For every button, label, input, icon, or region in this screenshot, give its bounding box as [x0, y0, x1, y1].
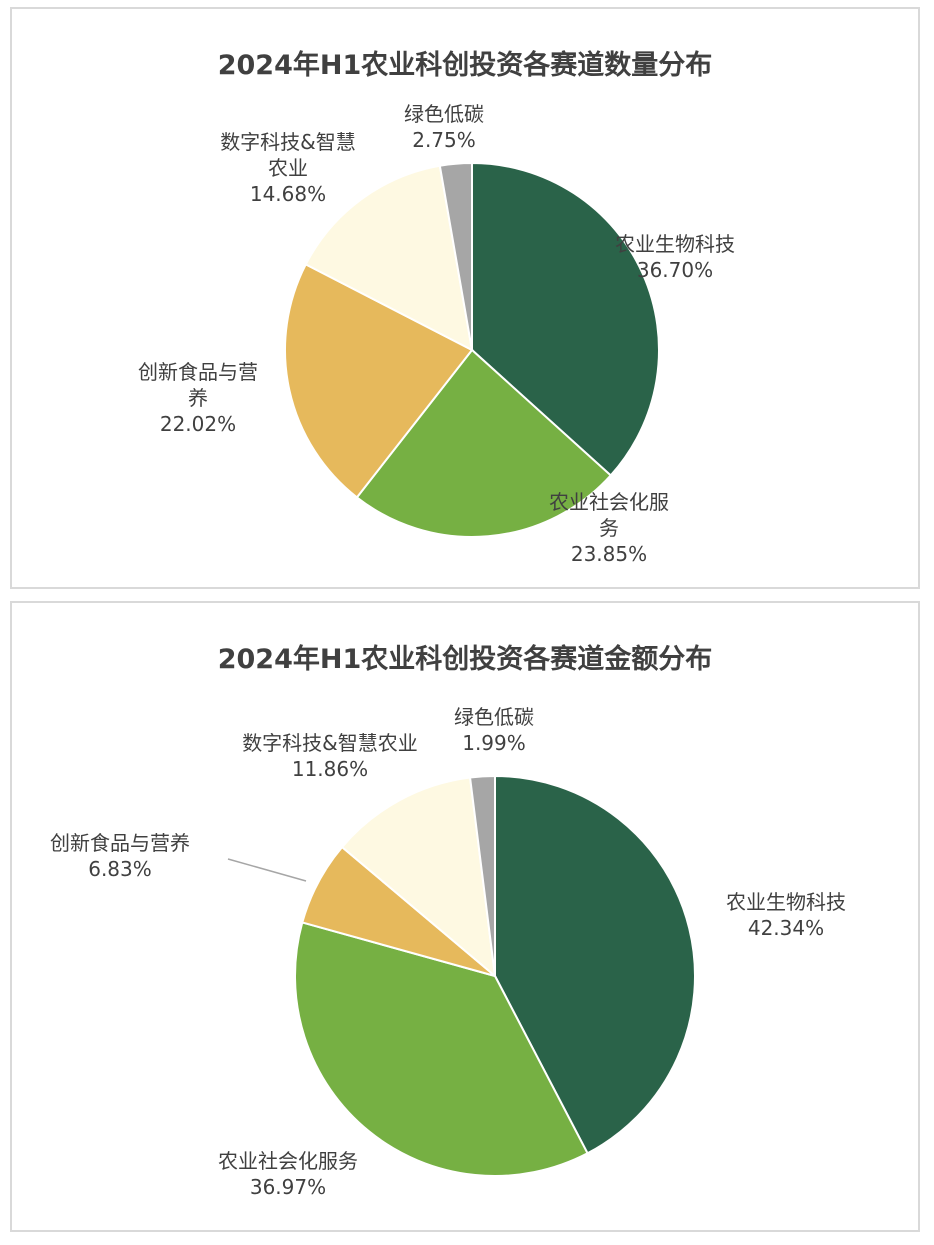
data-label-value: 1.99% — [462, 731, 526, 755]
pie-slice-3 — [304, 164, 474, 352]
data-label-name: 农业社会化服务 — [549, 490, 669, 540]
data-label-name: 数字科技&智慧农业 — [220, 130, 356, 180]
data-label-value: 36.97% — [249, 1175, 327, 1199]
data-label: 农业社会化服务 23.85% — [547, 489, 672, 567]
pie-slice-4 — [438, 161, 473, 351]
data-label-name: 农业社会化服务 — [218, 1149, 358, 1173]
chart-title: 2024年H1农业科创投资各赛道金额分布 — [217, 644, 713, 675]
data-label-name: 创新食品与营养 — [50, 831, 190, 855]
data-label-value: 14.68% — [249, 182, 327, 206]
data-label-value: 42.34% — [747, 916, 825, 940]
chart-panel-count: 2024年H1农业科创投资各赛道数量分布 农业生物科技 36.70% 农业社会化服务… — [10, 7, 920, 589]
data-label: 创新食品与营养 6.83% — [20, 830, 220, 882]
pie-slice-0 — [471, 161, 660, 477]
data-label-name: 创新食品与营养 — [138, 360, 258, 410]
data-label: 创新食品与营养 22.02% — [136, 359, 261, 437]
data-label-value: 23.85% — [570, 542, 648, 566]
data-label-name: 农业生物科技 — [615, 232, 735, 256]
pie-chart-amount — [227, 774, 696, 1177]
data-label-name: 农业生物科技 — [726, 890, 846, 914]
leader-line — [227, 858, 307, 882]
data-label-value: 22.02% — [159, 412, 237, 436]
data-label-value: 2.75% — [412, 128, 476, 152]
data-label: 绿色低碳 2.75% — [394, 101, 494, 153]
pie-slice-2 — [284, 263, 474, 499]
data-label-value: 36.70% — [636, 258, 714, 282]
data-label: 农业生物科技 42.34% — [706, 889, 866, 941]
chart-panel-amount: 2024年H1农业科创投资各赛道金额分布 农业生物科技 42.34% 农业社会化服务… — [10, 601, 920, 1232]
pie-chart-count — [284, 161, 660, 538]
pie-slice-3 — [340, 776, 497, 979]
pie-slice-1 — [294, 921, 589, 1177]
pie-slice-4 — [468, 774, 496, 977]
data-label-value: 6.83% — [88, 857, 152, 881]
data-label-name: 数字科技&智慧农业 — [242, 731, 418, 755]
data-label: 数字科技&智慧农业 11.86% — [200, 730, 460, 782]
pie-slice-0 — [494, 774, 696, 1155]
data-label-value: 11.86% — [291, 757, 369, 781]
data-label: 数字科技&智慧农业 14.68% — [216, 129, 361, 207]
data-label: 农业社会化服务 36.97% — [188, 1148, 388, 1200]
data-label-name: 绿色低碳 — [454, 705, 534, 729]
data-label-name: 绿色低碳 — [404, 102, 484, 126]
data-label: 绿色低碳 1.99% — [444, 704, 544, 756]
data-label: 农业生物科技 36.70% — [615, 231, 735, 283]
pie-slice-1 — [355, 348, 613, 538]
chart-title: 2024年H1农业科创投资各赛道数量分布 — [217, 50, 713, 81]
